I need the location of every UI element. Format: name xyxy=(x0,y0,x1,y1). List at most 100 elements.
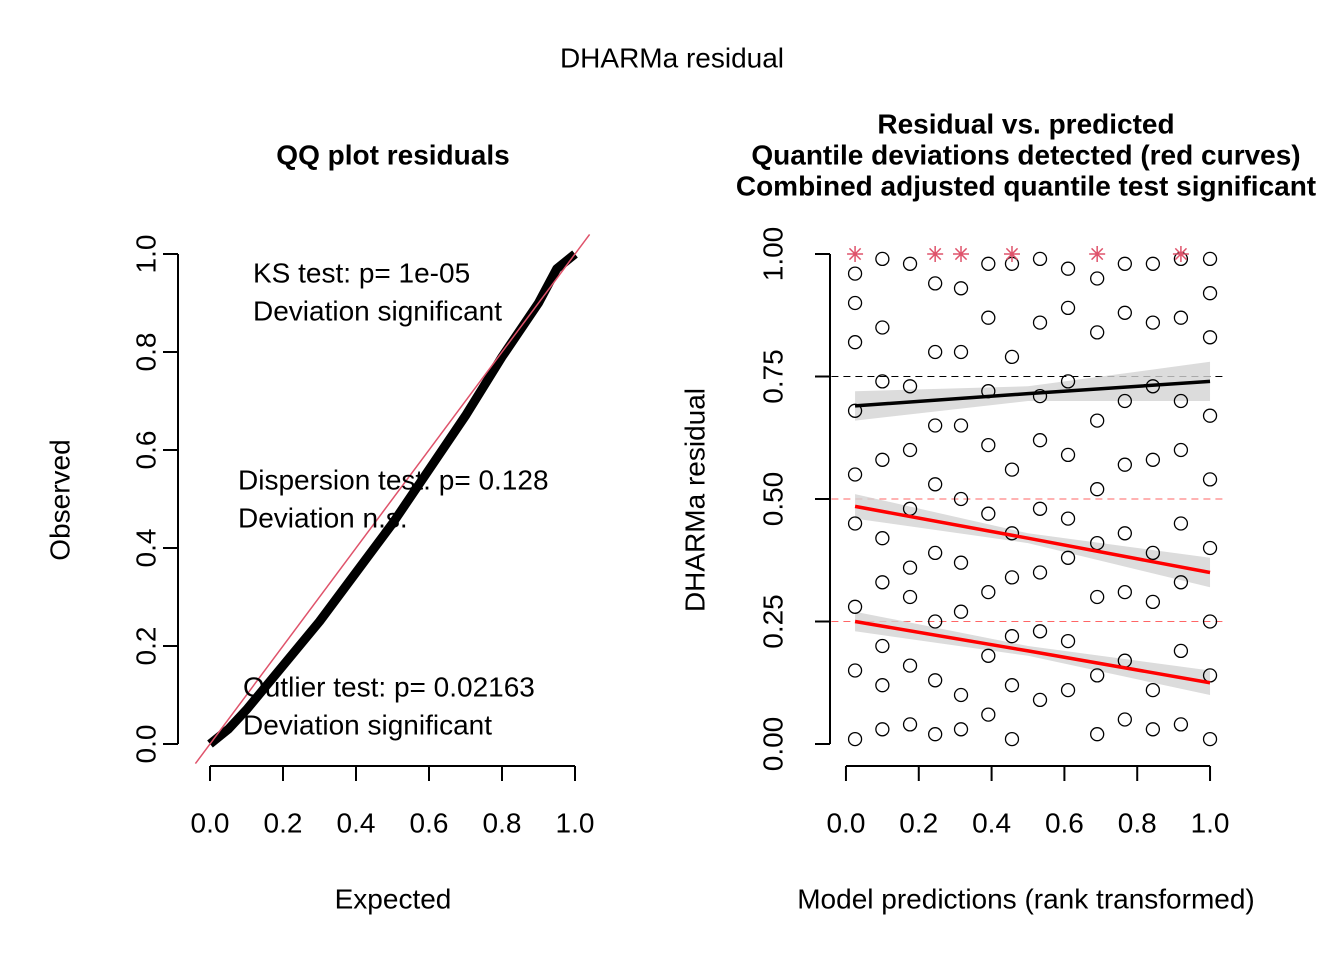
y-axis-label: Observed xyxy=(44,439,75,560)
residual-point xyxy=(953,604,969,619)
residual-point xyxy=(1090,668,1105,683)
residual-point xyxy=(928,477,943,492)
residual-point xyxy=(1060,511,1076,526)
residual-point xyxy=(847,516,863,531)
residual-point xyxy=(1145,594,1161,610)
quantile-curve xyxy=(854,504,1211,575)
x-axis-label: Model predictions (rank transformed) xyxy=(797,883,1255,914)
residual-point xyxy=(1004,629,1020,644)
residual-point xyxy=(902,442,918,458)
residual-point xyxy=(1202,472,1218,487)
residual-point xyxy=(1117,393,1132,409)
x-tick-label: 0.2 xyxy=(264,807,303,838)
outlier-star xyxy=(1003,246,1020,262)
residual-point xyxy=(1173,310,1189,325)
residual-point xyxy=(875,320,890,335)
confidence-band xyxy=(855,361,1211,421)
residual-point xyxy=(875,678,890,693)
residual-point xyxy=(1145,452,1161,467)
residual-point xyxy=(902,717,918,732)
residual-point xyxy=(953,491,969,507)
residual-point xyxy=(953,281,969,296)
panel-title: QQ plot residuals xyxy=(276,139,509,170)
residual-point xyxy=(1060,550,1076,565)
residual-point xyxy=(1117,457,1132,472)
residual-point xyxy=(928,727,943,742)
residual-point xyxy=(981,437,996,453)
outlier-star xyxy=(953,246,970,262)
annotation: KS test: p= 1e-05 xyxy=(253,257,470,288)
residual-point xyxy=(1202,251,1218,267)
quantile-curve xyxy=(854,379,1211,408)
residual-point xyxy=(1173,717,1189,732)
residual-point xyxy=(1004,349,1020,365)
residual-point xyxy=(1090,589,1105,605)
residual-point xyxy=(928,344,943,360)
x-axis-label: Expected xyxy=(335,883,452,914)
residual-point xyxy=(1117,256,1132,271)
y-tick-label: 1.00 xyxy=(757,227,788,282)
x-tick-label: 0.0 xyxy=(826,807,865,838)
y-tick-label: 0.4 xyxy=(130,529,161,568)
x-tick-label: 1.0 xyxy=(1191,807,1230,838)
residual-point xyxy=(875,638,890,654)
residual-point xyxy=(875,374,890,389)
x-tick-label: 0.8 xyxy=(483,807,522,838)
residual-point xyxy=(928,545,943,561)
residual-point xyxy=(953,344,969,360)
residual-point xyxy=(1173,393,1189,409)
residual-point xyxy=(847,599,863,614)
residual-point xyxy=(1032,501,1048,516)
y-tick-label: 0.0 xyxy=(130,725,161,764)
residual-point xyxy=(1145,315,1161,330)
outlier-star xyxy=(847,246,864,262)
residual-point xyxy=(1173,516,1189,531)
y-axis-label: DHARMa residual xyxy=(679,388,710,612)
residual-point xyxy=(953,418,969,433)
residual-point xyxy=(1060,633,1076,649)
outlier-star xyxy=(927,246,944,262)
residual-point xyxy=(1145,545,1161,561)
reference-line xyxy=(194,233,591,765)
residual-point xyxy=(1032,433,1048,448)
residual-point xyxy=(847,295,863,311)
residual-point xyxy=(981,584,996,600)
residual-point xyxy=(1090,482,1105,497)
residual-point xyxy=(1202,286,1218,301)
residual-point xyxy=(953,555,969,570)
residual-point xyxy=(1004,731,1020,747)
residual-point xyxy=(981,707,996,722)
residual-point xyxy=(1173,442,1189,458)
y-tick-label: 0.75 xyxy=(757,349,788,404)
x-tick-label: 0.0 xyxy=(191,807,230,838)
residual-point xyxy=(1202,540,1218,556)
residual-point xyxy=(1173,575,1189,590)
residual-point xyxy=(902,256,918,271)
residual-point xyxy=(847,266,863,281)
residual-point xyxy=(928,418,943,433)
residual-point xyxy=(847,663,863,678)
residual-point xyxy=(1117,712,1132,727)
residual-point xyxy=(981,310,996,325)
figure-title: DHARMa residual xyxy=(560,42,784,73)
residual-point xyxy=(847,731,863,747)
x-tick-label: 0.4 xyxy=(972,807,1011,838)
residual-point xyxy=(981,506,996,521)
residual-point xyxy=(928,276,943,291)
residual-point xyxy=(875,531,890,546)
residual-point xyxy=(1117,584,1132,600)
x-tick-label: 1.0 xyxy=(556,807,595,838)
y-tick-label: 0.25 xyxy=(757,594,788,649)
y-tick-label: 0.50 xyxy=(757,472,788,527)
y-tick-label: 1.0 xyxy=(130,235,161,274)
y-tick-label: 0.2 xyxy=(130,627,161,666)
residual-point xyxy=(847,467,863,482)
residual-point xyxy=(1145,722,1161,737)
residual-point xyxy=(1202,408,1218,423)
residual-point xyxy=(1060,447,1076,463)
residual-point xyxy=(1090,413,1105,428)
residual-point xyxy=(875,251,890,267)
residual-point xyxy=(1004,678,1020,693)
residual-point xyxy=(847,335,863,350)
